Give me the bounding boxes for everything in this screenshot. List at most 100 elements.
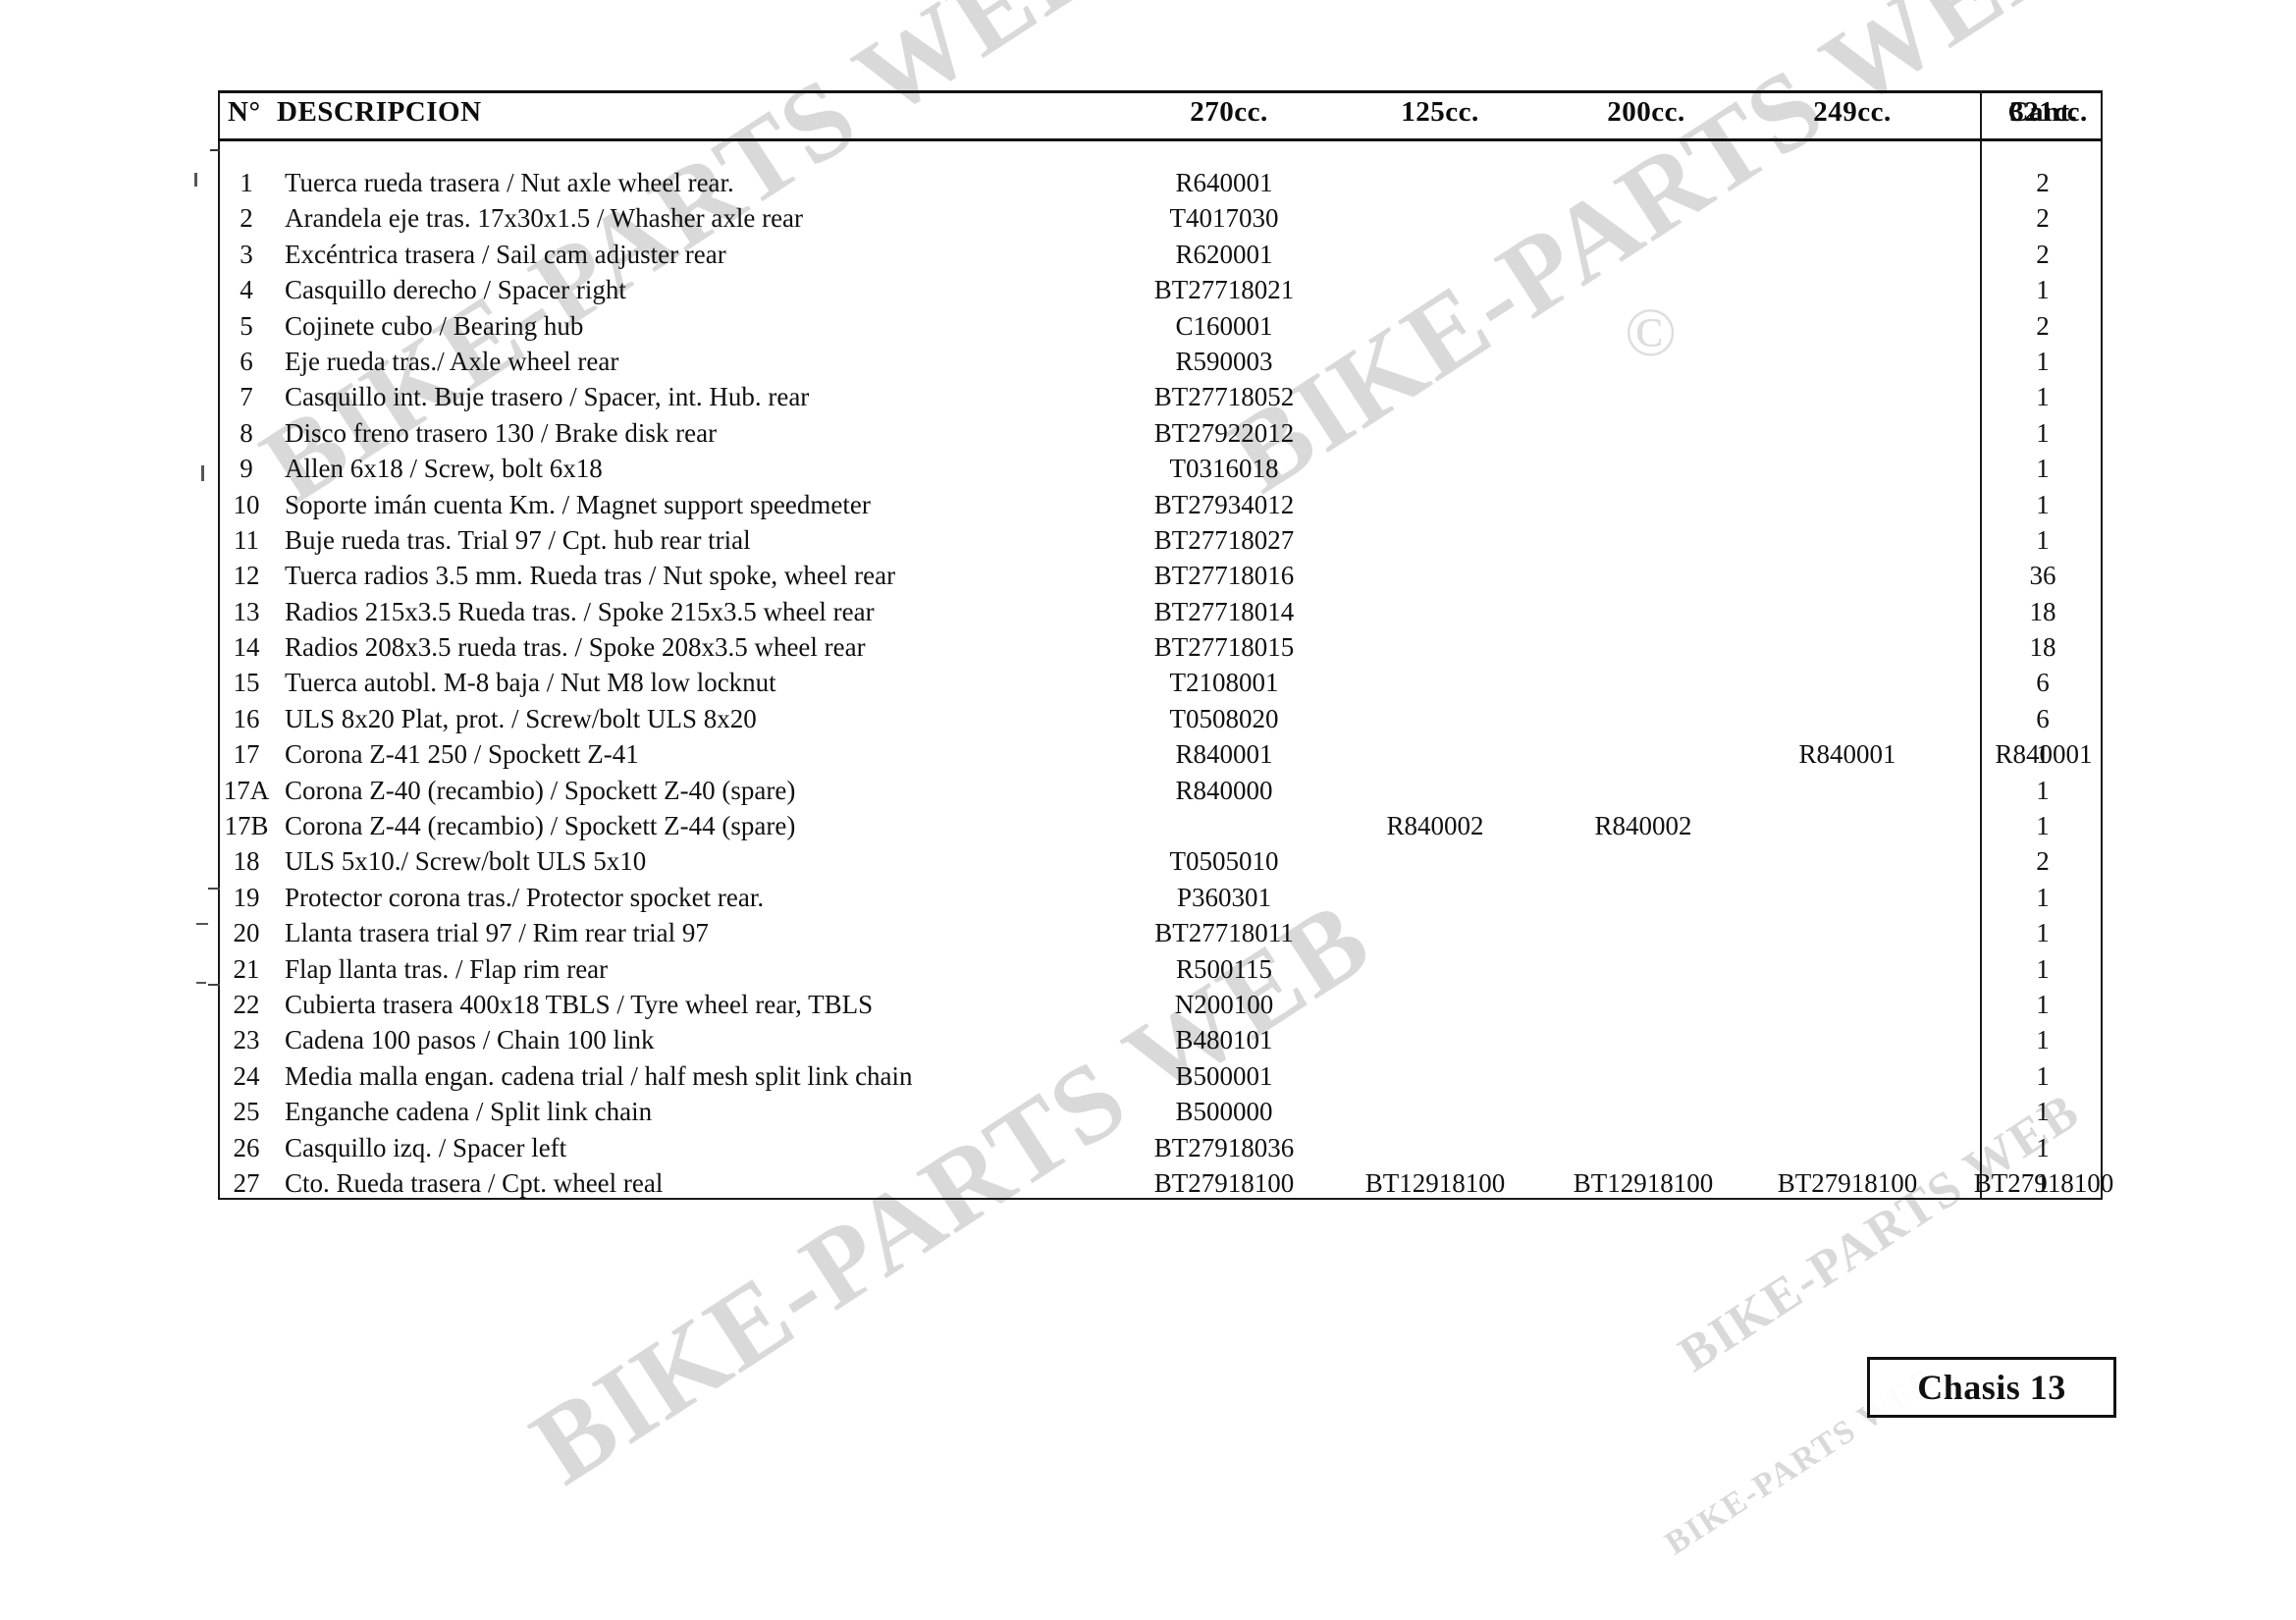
row-number: 6 [240, 346, 253, 376]
row-number: 5 [240, 310, 253, 341]
table-row: 12 Tuerca radios 3.5 mm. Rueda tras / Nut… [218, 558, 2103, 593]
table-row: 1 Tuerca rueda trasera / Nut axle wheel r… [218, 165, 2103, 200]
row-number: 26 [233, 1132, 260, 1162]
parts-table: N° DESCRIPCION 270cc. 125cc. 200cc. 249c… [208, 90, 2114, 1201]
part-number-270cc: T0508020 [1169, 703, 1279, 733]
row-quantity: 1 [2036, 524, 2050, 555]
column-header-321cc: 321cc. [2009, 96, 2088, 128]
part-number-200cc: BT12918100 [1573, 1167, 1714, 1198]
table-row: 10 Soporte imán cuenta Km. / Magnet suppo… [218, 487, 2103, 522]
row-quantity: 1 [2036, 275, 2050, 305]
part-number-321cc: BT27918100 [1973, 1167, 2114, 1198]
part-number-270cc: B480101 [1175, 1025, 1273, 1055]
row-number: 13 [233, 596, 260, 626]
table-row: 27 Cto. Rueda trasera / Cpt. wheel real BT… [218, 1165, 2114, 1201]
scan-artifact [208, 888, 220, 890]
column-header-270cc: 270cc. [1190, 96, 1268, 128]
row-number: 12 [233, 561, 260, 591]
row-number: 22 [233, 989, 260, 1019]
table-row: 2 Arandela eje tras. 17x30x1.5 / Whasher … [218, 200, 2103, 236]
row-description: Casquillo int. Buje trasero / Spacer, in… [285, 382, 810, 412]
row-number: 19 [233, 882, 260, 912]
row-quantity: 1 [2036, 989, 2050, 1019]
part-number-270cc: P360301 [1176, 882, 1272, 912]
row-quantity: 6 [2036, 668, 2050, 698]
row-quantity: 2 [2036, 203, 2050, 234]
part-number-270cc: C160001 [1175, 310, 1273, 341]
column-header-description: DESCRIPCION [277, 96, 482, 128]
part-number-270cc: BT27718014 [1153, 596, 1295, 626]
row-number: 2 [240, 203, 253, 234]
table-row: 14 Radios 208x3.5 rueda tras. / Spoke 208… [218, 629, 2103, 665]
row-description: Cojinete cubo / Bearing hub [285, 310, 584, 341]
row-description: Radios 208x3.5 rueda tras. / Spoke 208x3… [285, 632, 866, 663]
row-description: Allen 6x18 / Screw, bolt 6x18 [285, 454, 603, 484]
part-number-270cc: R500115 [1175, 953, 1272, 984]
table-row: 24 Media malla engan. cadena trial / half… [218, 1058, 2103, 1094]
row-description: ULS 8x20 Plat, prot. / Screw/bolt ULS 8x… [285, 703, 757, 733]
row-quantity: 1 [2036, 1132, 2050, 1162]
row-quantity: 1 [2036, 775, 2050, 805]
part-number-125cc: BT12918100 [1364, 1167, 1506, 1198]
row-number: 27 [233, 1167, 260, 1198]
part-number-270cc: T0505010 [1169, 846, 1279, 877]
scan-artifact [208, 984, 220, 986]
part-number-270cc: BT27918100 [1153, 1167, 1295, 1198]
row-description: Casquillo derecho / Spacer right [285, 275, 626, 305]
part-number-270cc: R640001 [1175, 168, 1273, 197]
row-number: 11 [234, 524, 259, 555]
part-number-270cc: B500001 [1175, 1060, 1273, 1091]
table-row: 26 Casquillo izq. / Spacer left BT27918036… [218, 1130, 2103, 1165]
row-number: 17A [223, 775, 270, 805]
row-number: 25 [233, 1097, 260, 1127]
table-row: 15 Tuerca autobl. M-8 baja / Nut M8 low l… [218, 665, 2103, 700]
table-row: 21 Flap llanta tras. / Flap rim rear R5001… [218, 951, 2103, 987]
row-description: Buje rueda tras. Trial 97 / Cpt. hub rea… [285, 524, 751, 555]
column-header-249cc: 249cc. [1813, 96, 1892, 128]
table-row: 17A Corona Z-40 (recambio) / Spockett Z-4… [218, 773, 2103, 808]
row-number: 16 [233, 703, 260, 733]
table-row: 3 Excéntrica trasera / Sail cam adjuster … [218, 237, 2103, 272]
part-number-270cc: BT27718021 [1153, 275, 1295, 305]
row-quantity: 18 [2029, 632, 2056, 663]
column-divider-cant [1980, 90, 1982, 1200]
row-quantity: 36 [2029, 561, 2056, 591]
row-description: Protector corona tras./ Protector spocke… [285, 882, 765, 912]
part-number-270cc: T0316018 [1169, 454, 1279, 484]
row-quantity: 1 [2036, 454, 2050, 484]
row-description: Cadena 100 pasos / Chain 100 link [285, 1025, 655, 1055]
part-number-270cc: N200100 [1174, 989, 1274, 1019]
row-description: Eje rueda tras./ Axle wheel rear [285, 346, 619, 376]
row-quantity: 1 [2036, 739, 2050, 770]
row-description: Disco freno trasero 130 / Brake disk rea… [285, 417, 718, 448]
part-number-125cc: R840002 [1386, 811, 1484, 841]
table-row: 7 Casquillo int. Buje trasero / Spacer, i… [218, 379, 2103, 414]
table-row: 17 Corona Z-41 250 / Spockett Z-41 R840001… [218, 736, 2103, 772]
row-description: Llanta trasera trial 97 / Rim rear trial… [285, 918, 709, 948]
table-row: 13 Radios 215x3.5 Rueda tras. / Spoke 215… [218, 594, 2103, 629]
table-row: 17B Corona Z-44 (recambio) / Spockett Z-4… [218, 808, 2103, 843]
part-number-270cc: R840001 [1175, 739, 1273, 770]
row-description: Cto. Rueda trasera / Cpt. wheel real [285, 1167, 664, 1198]
table-row: 9 Allen 6x18 / Screw, bolt 6x18 T0316018 1 [218, 451, 2103, 486]
table-body: 1 Tuerca rueda trasera / Nut axle wheel r… [218, 141, 2114, 1201]
row-number: 20 [233, 918, 260, 948]
row-quantity: 1 [2036, 489, 2050, 519]
table-row: 20 Llanta trasera trial 97 / Rim rear tri… [218, 915, 2103, 950]
table-row: 23 Cadena 100 pasos / Chain 100 link B4801… [218, 1022, 2103, 1057]
scan-artifact [210, 149, 220, 151]
part-number-249cc: R840001 [1798, 739, 1896, 770]
row-number: 17B [224, 811, 269, 841]
row-quantity: 1 [2036, 1097, 2050, 1127]
row-description: Casquillo izq. / Spacer left [285, 1132, 567, 1162]
part-number-270cc: R840000 [1175, 775, 1273, 805]
row-description: Tuerca rueda trasera / Nut axle wheel re… [285, 168, 734, 197]
part-number-270cc: BT27718052 [1153, 382, 1295, 412]
row-quantity: 2 [2036, 168, 2050, 197]
row-number: 23 [233, 1025, 260, 1055]
row-number: 4 [240, 275, 253, 305]
part-number-270cc: BT27934012 [1153, 489, 1295, 519]
table-row: 22 Cubierta trasera 400x18 TBLS / Tyre wh… [218, 987, 2103, 1022]
row-description: Arandela eje tras. 17x30x1.5 / Whasher a… [285, 203, 804, 234]
row-number: 9 [240, 454, 253, 484]
